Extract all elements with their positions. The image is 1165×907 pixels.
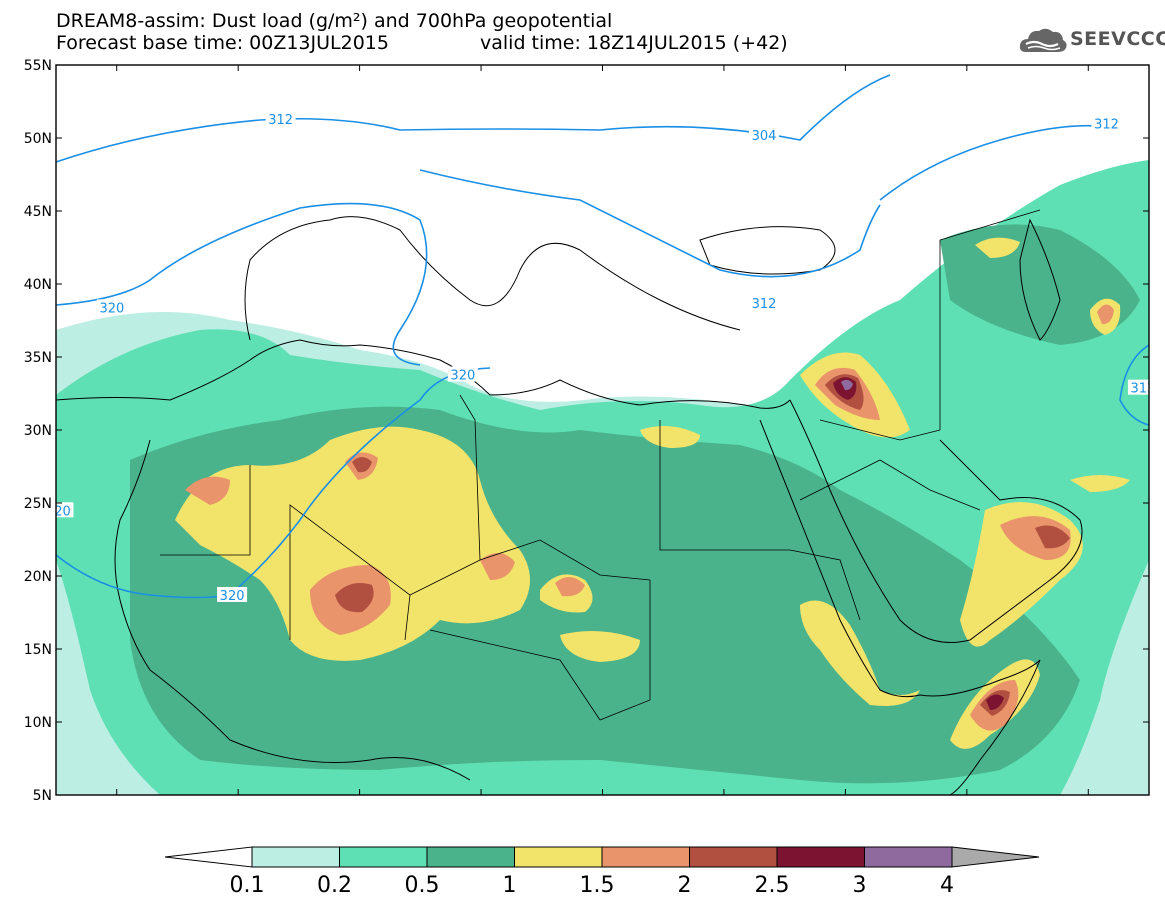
lat-tick-label: 50N <box>24 131 52 147</box>
lat-tick-label: 15N <box>24 642 52 658</box>
dust-map: 312 304 312 320 312 320 312 320 320 55N 50N 45N 40N… <box>24 58 1156 800</box>
lat-tick-label: 25N <box>24 496 52 512</box>
logo-text: SEEVCCC <box>1070 28 1165 50</box>
lat-tick-label: 40N <box>24 277 52 293</box>
coast-europe <box>244 216 741 341</box>
colorbar-label: 1 <box>503 873 517 898</box>
colorbar-box <box>689 846 778 868</box>
colorbar-box <box>339 846 428 868</box>
lat-tick-label: 35N <box>24 350 52 366</box>
contour-320-south <box>56 367 491 599</box>
valid-time: valid time: 18Z14JUL2015 (+42) <box>480 32 788 54</box>
contour-label-bg <box>96 299 127 315</box>
contour-312-mid <box>419 169 881 278</box>
dust-level-2-oman <box>1035 525 1070 549</box>
colorbar-box <box>426 846 515 868</box>
country-borders <box>160 209 1041 721</box>
map-body: 312 304 312 320 312 320 312 320 320 <box>46 65 1156 795</box>
coast-caspian <box>1019 218 1061 341</box>
dust-level-3-iraq <box>841 379 853 391</box>
contour-label: 312 <box>1094 117 1119 132</box>
coast-arabia <box>789 399 1083 643</box>
contour-label: 312 <box>752 297 777 312</box>
coast-horn-africa <box>919 659 1041 795</box>
coast-red-sea <box>759 419 921 698</box>
coast-north-africa <box>56 339 791 409</box>
contour-label-bg <box>447 366 478 382</box>
colorbar-legend: 0.1 0.2 0.5 1 1.5 2 2.5 3 4 <box>164 846 1040 898</box>
contour-312-northeast <box>879 124 1116 201</box>
contour-label: 320 <box>99 301 124 316</box>
lat-tick-label: 5N <box>33 788 52 800</box>
coastlines <box>56 216 1083 795</box>
dust-level-1-sahara <box>175 426 530 661</box>
colorbar-labels: 0.1 0.2 0.5 1 1.5 2 2.5 3 4 <box>230 873 955 898</box>
base-time: Forecast base time: 00Z13JUL2015 <box>56 32 389 54</box>
colorbar-label: 3 <box>853 873 867 898</box>
lat-tick-label: 10N <box>24 715 52 731</box>
contour-label-bg <box>217 586 248 602</box>
map-title: DREAM8-assim: Dust load (g/m²) and 700hP… <box>56 10 613 32</box>
dust-level-1-5-iran <box>1097 304 1114 325</box>
lat-tick-label: 20N <box>24 569 52 585</box>
dust-level-1-redsea <box>800 600 920 706</box>
contour-label: 304 <box>752 129 777 144</box>
colorbar-box <box>251 846 340 868</box>
colorbar-label: 0.1 <box>230 873 265 898</box>
coast-west-africa <box>114 439 471 781</box>
dust-level-2-mali <box>335 582 374 613</box>
contour-312-north <box>56 74 891 163</box>
colorbar-box <box>514 846 603 868</box>
contour-label: 320 <box>450 369 475 384</box>
tick-marks <box>56 64 1149 796</box>
contour-label-bg <box>749 127 780 143</box>
contour-312-east <box>1119 344 1149 426</box>
colorbar-box <box>601 846 690 868</box>
lat-tick-label: 30N <box>24 423 52 439</box>
forecast-times: Forecast base time: 00Z13JUL2015 valid ti… <box>56 32 788 54</box>
contour-labels: 312 304 312 320 312 320 312 320 320 <box>46 111 1156 604</box>
contour-label: 320 <box>46 504 71 519</box>
seevccc-logo: SEEVCCC <box>1018 24 1165 58</box>
contour-label: 312 <box>268 113 293 128</box>
lat-tick-label: 55N <box>24 58 52 74</box>
dust-level-1-5-chad <box>555 576 585 597</box>
dust-level-1-gulf <box>1070 475 1130 492</box>
dust-level-2-algeria <box>352 457 372 473</box>
contour-label: 312 <box>1131 382 1156 397</box>
colorbar-label: 2.5 <box>755 873 790 898</box>
dust-level-1-caspian <box>975 237 1020 258</box>
geopotential-contours <box>56 74 1149 599</box>
dust-level-1-5-west <box>185 476 230 505</box>
colorbar-over-arrow <box>951 846 1040 868</box>
dust-level-1-egypt <box>640 426 700 448</box>
dust-level-2-5-somalia <box>986 694 1004 710</box>
colorbar-label: 0.2 <box>317 873 352 898</box>
colorbar-box <box>864 846 953 868</box>
colorbar-box <box>776 846 865 868</box>
lat-axis: 55N 50N 45N 40N 35N 30N 25N 20N 15N 10N 5N <box>24 58 52 800</box>
colorbar-label: 0.5 <box>405 873 440 898</box>
contour-label-bg <box>749 294 780 310</box>
dust-level-1-sudan <box>560 631 640 662</box>
colorbar-boxes <box>164 846 1040 868</box>
contour-320-north <box>56 202 428 366</box>
contour-label-bg <box>1127 379 1149 395</box>
dust-load-field <box>56 160 1149 795</box>
coast-black-sea <box>699 226 836 275</box>
contour-label-bg <box>56 502 74 518</box>
contour-label: 320 <box>220 589 245 604</box>
dust-level-1-5-niger <box>480 552 515 580</box>
lat-tick-label: 45N <box>24 204 52 220</box>
colorbar-under-arrow <box>164 846 253 868</box>
colorbar-label: 4 <box>940 873 954 898</box>
contour-label-bg <box>265 111 296 127</box>
colorbar-label: 2 <box>678 873 692 898</box>
colorbar-label: 1.5 <box>580 873 615 898</box>
contour-label-bg <box>1091 115 1122 131</box>
cloud-logo-icon <box>1019 28 1067 52</box>
